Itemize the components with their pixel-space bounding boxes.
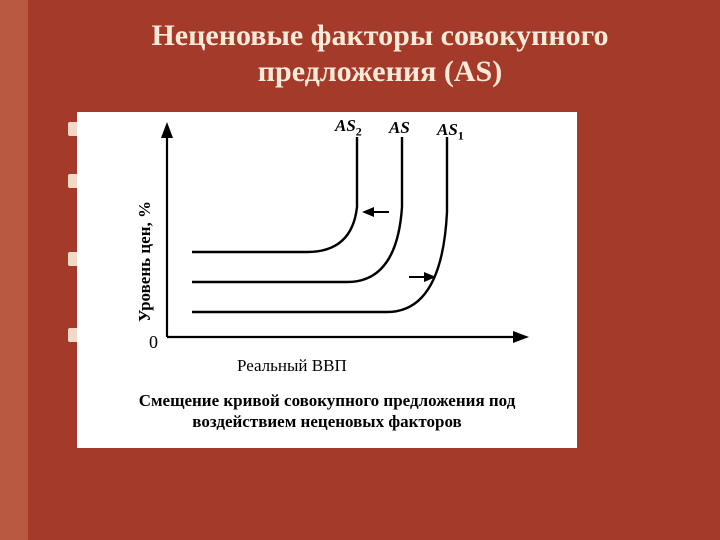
x-axis-label: Реальный ВВП — [237, 356, 347, 376]
slide-title: Неценовые факторы совокупного предложени… — [80, 18, 680, 90]
label-text: AS — [335, 116, 356, 135]
diagram-card: AS2 AS AS1 Уровень цен, % 0 Реальный ВВП… — [77, 112, 577, 448]
y-axis-label: Уровень цен, % — [135, 201, 155, 322]
label-sub: 1 — [458, 128, 464, 142]
diagram-caption: Смещение кривой совокупного предложения … — [97, 390, 557, 433]
slide: Неценовые факторы совокупного предложени… — [0, 0, 720, 540]
curve-label-as2: AS2 — [335, 116, 362, 139]
label-sub: 2 — [356, 124, 362, 138]
curve-label-as1: AS1 — [437, 120, 464, 143]
accent-bar — [0, 0, 28, 540]
curve-label-as: AS — [389, 118, 410, 138]
label-text: AS — [437, 120, 458, 139]
origin-label: 0 — [149, 332, 158, 353]
label-text: AS — [389, 118, 410, 137]
